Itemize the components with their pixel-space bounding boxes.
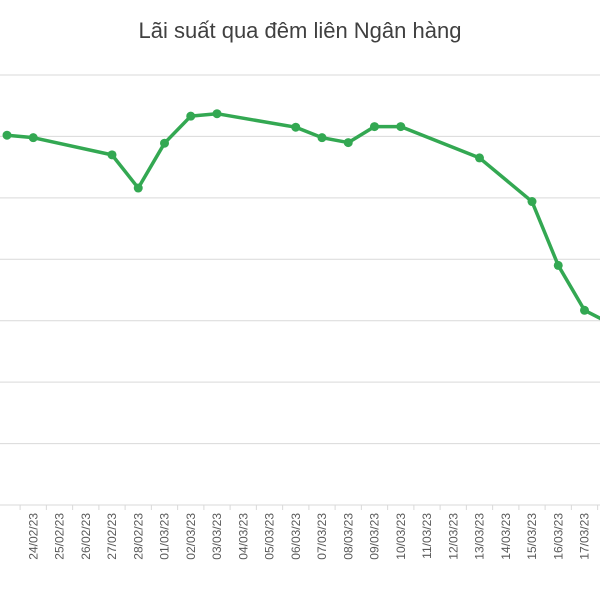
x-tick-label: 11/03/23 (420, 513, 434, 559)
x-tick-label: 26/02/23 (79, 513, 93, 560)
x-tick-label: 27/02/23 (105, 513, 119, 560)
x-tick-label: 14/03/23 (499, 513, 513, 560)
x-tick-label: 01/03/23 (158, 513, 172, 560)
data-point (396, 122, 406, 132)
x-tick-label: 10/03/23 (394, 513, 408, 560)
x-tick-label: 15/03/23 (525, 513, 539, 560)
data-point (2, 130, 12, 140)
x-tick-label: 05/03/23 (263, 513, 277, 560)
data-point (580, 305, 589, 315)
chart-title: Lãi suất qua đêm liên Ngân hàng (138, 18, 462, 43)
gridlines (0, 74, 600, 445)
data-point (28, 133, 38, 143)
x-tick-label: 16/03/23 (551, 513, 565, 560)
data-points (2, 109, 589, 315)
x-tick-label: 07/03/23 (315, 513, 329, 560)
data-point (107, 150, 117, 160)
x-tick-label: 28/02/23 (131, 513, 145, 560)
series-line (5, 111, 600, 321)
data-point (186, 111, 196, 121)
x-tick-label: 13/03/23 (473, 513, 487, 560)
x-axis-ticks (19, 505, 599, 510)
x-tick-label: 09/03/23 (368, 513, 382, 560)
x-tick-label: 08/03/23 (341, 513, 355, 560)
data-point (291, 122, 301, 132)
data-point (475, 153, 484, 163)
x-tick-label: 12/03/23 (446, 513, 460, 560)
x-tick-label: 06/03/23 (289, 513, 303, 560)
data-point (343, 138, 353, 148)
x-tick-label: 04/03/23 (236, 513, 250, 560)
x-axis-labels: 24/02/23 25/02/23 26/02/23 27/02/23 28/02/23… (26, 513, 592, 560)
x-tick-label: 03/03/23 (210, 513, 224, 560)
data-point (317, 133, 327, 143)
data-point (133, 183, 143, 193)
x-tick-label: 02/03/23 (184, 513, 198, 560)
data-point (527, 197, 537, 207)
data-point (160, 138, 169, 148)
data-point (370, 122, 379, 132)
data-point (212, 109, 222, 119)
x-tick-label: 17/03/23 (578, 513, 592, 560)
data-point (553, 260, 563, 270)
x-tick-label: 24/02/23 (26, 513, 40, 560)
x-tick-label: 25/02/23 (53, 513, 67, 560)
